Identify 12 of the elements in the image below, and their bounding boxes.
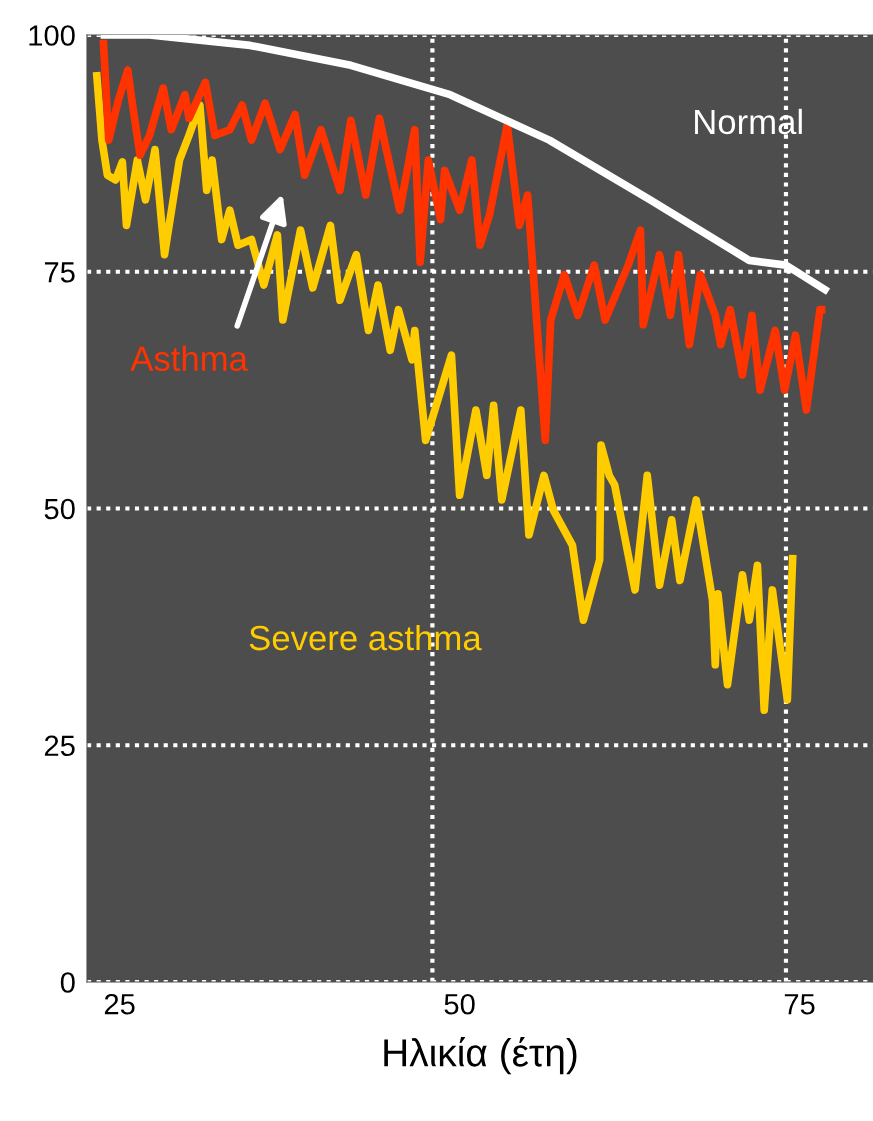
text: Asthma [130,345,248,372]
y-tick-label: 0 [60,972,75,993]
text: Normal [695,108,802,135]
x-axis-title: Ηλικία (έτη) [384,1036,577,1075]
x-tick-label: 75 [784,994,815,1015]
y-tick-label: 100 [29,25,75,46]
y-tick-label: 25 [44,735,75,757]
y-tick-label: 50 [44,498,75,520]
y-tick-label: 75 [44,262,75,283]
x-tick-label: 50 [444,993,475,1015]
text: Severe asthma [249,624,482,651]
x-tick-label: 25 [104,993,135,1015]
